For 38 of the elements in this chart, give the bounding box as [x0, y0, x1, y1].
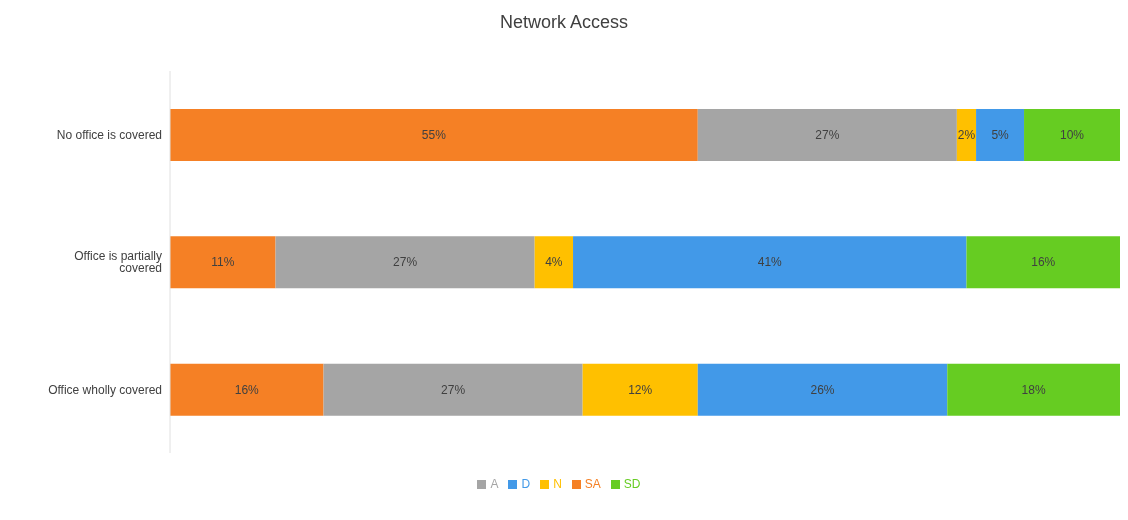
data-label: 4%	[545, 255, 563, 270]
y-tick-label: No office is covered	[56, 127, 162, 142]
bar	[1024, 109, 1120, 161]
data-label: 16%	[1031, 255, 1056, 270]
bar	[976, 109, 1025, 161]
bar	[323, 363, 583, 416]
data-label: 16%	[234, 382, 260, 397]
data-label: 10%	[1060, 128, 1085, 142]
data-label: 41%	[757, 255, 783, 270]
data-label: 27%	[441, 382, 466, 397]
data-label: 27%	[393, 255, 418, 270]
y-tick-label: Office wholly covered	[48, 382, 162, 397]
legend-label: N	[553, 477, 562, 491]
data-label: 2%	[957, 128, 976, 142]
bar	[697, 363, 948, 416]
bar	[170, 236, 276, 289]
legend-label: SA	[584, 477, 601, 491]
bar	[966, 236, 1120, 289]
data-label: 11%	[211, 255, 235, 270]
data-label: 12%	[628, 382, 653, 397]
bar	[582, 363, 698, 416]
bar	[275, 236, 535, 289]
data-label: 26%	[810, 382, 835, 397]
legend-label: SD	[623, 477, 641, 491]
chart-title: Network Access	[498, 12, 629, 33]
y-tick-label: Office is partially covered	[74, 249, 162, 276]
legend-label: A	[490, 477, 499, 491]
data-label: 27%	[815, 128, 840, 142]
bar	[170, 363, 324, 416]
bar	[697, 109, 957, 161]
data-label: 5%	[991, 128, 1010, 142]
legend-label: D	[521, 477, 531, 491]
bar	[170, 109, 698, 161]
data-label: 18%	[1021, 382, 1046, 397]
data-label: 55%	[421, 128, 447, 142]
bar	[573, 236, 967, 289]
bar	[947, 363, 1120, 416]
bar	[534, 236, 574, 289]
